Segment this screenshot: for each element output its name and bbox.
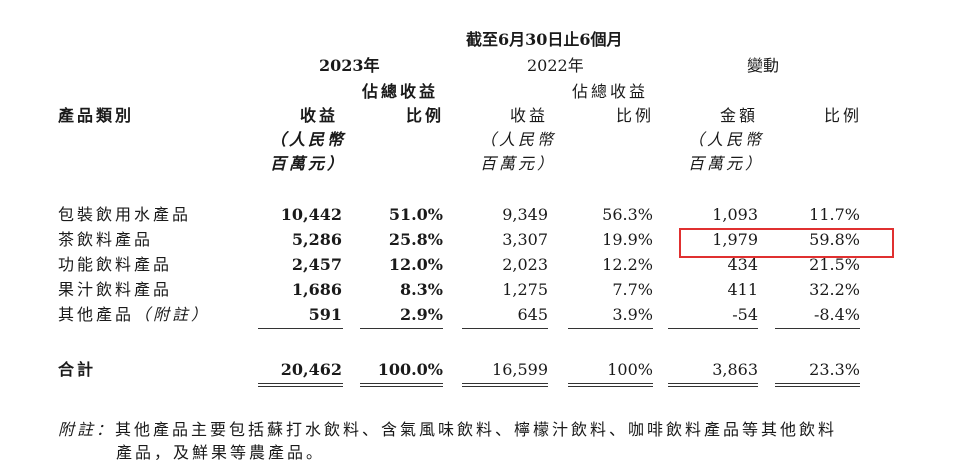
total-pct2023: 100.0% [377,360,443,379]
cell-chg-amt: 434 [727,255,758,274]
cell-chg-pct: 21.5% [809,255,860,274]
year-2022-header: 2022年 [527,56,584,75]
total-name: 合計 [58,360,97,379]
unit-change-line2: 百萬元） [688,154,765,173]
cell-pct2023: 51.0% [388,205,443,224]
total-pct2022: 100% [607,360,653,379]
change-header: 變動 [747,56,780,75]
revenue-2022-header: 收益 [510,106,549,125]
cell-pct2023: 2.9% [399,305,443,324]
category-header: 產品類別 [58,106,135,125]
cell-pct2023: 25.8% [388,230,443,249]
ratio-2022-header: 比例 [616,106,655,125]
note-label: 附註： [58,420,116,439]
row-name: 茶飲料產品 [58,230,154,249]
rule-chg-pct [775,328,860,329]
cell-rev2023: 5,286 [291,230,342,249]
cell-pct2023: 8.3% [399,280,443,299]
total-chg-pct: 23.3% [809,360,860,379]
total-chg-amt: 3,863 [712,360,758,379]
rule-chg-amt [668,328,758,329]
row-name: 其他產品（附註） [58,305,210,325]
row-name-main: 其他產品 [58,305,135,324]
cell-pct2022: 19.9% [602,230,653,249]
ratio-2023-header: 比例 [406,106,445,125]
cell-chg-amt: -54 [732,305,758,324]
unit-2023-line1: （人民幣 [270,130,347,149]
rule-rev2023 [258,328,343,329]
cell-chg-amt: 411 [727,280,758,299]
cell-rev2023: 591 [308,305,342,324]
cell-rev2022: 645 [517,305,548,324]
cell-chg-amt: 1,093 [712,205,758,224]
cell-rev2023: 1,686 [291,280,342,299]
cell-pct2022: 56.3% [602,205,653,224]
cell-rev2022: 1,275 [502,280,548,299]
note-line1: 附註：其他產品主要包括蘇打水飲料、含氣風味飲料、檸檬汁飲料、咖啡飲料產品等其他飲… [58,420,837,440]
double-rule-chg-amt [668,383,758,387]
cell-chg-pct: 32.2% [809,280,860,299]
unit-2022-line2: 百萬元） [480,154,557,173]
cell-rev2022: 3,307 [502,230,548,249]
revenue-2023-header: 收益 [300,106,339,125]
ratio-change-header: 比例 [824,106,863,125]
cell-pct2022: 12.2% [602,255,653,274]
double-rule-pct2023 [360,383,443,387]
rule-rev2022 [462,328,548,329]
double-rule-rev2022 [462,383,548,387]
double-rule-chg-pct [775,383,860,387]
highlight-box [679,228,894,258]
note-line2: 產品，及鮮果等農產品。 [116,443,326,462]
rule-pct2022 [568,328,653,329]
pct-total-header-2022: 佔總收益 [572,82,649,101]
unit-2022-line1: （人民幣 [480,130,557,149]
unit-2023-line2: 百萬元） [270,154,347,173]
row-name: 功能飲料產品 [58,255,173,274]
cell-rev2023: 2,457 [291,255,342,274]
rule-pct2023 [360,328,443,329]
double-rule-rev2023 [258,383,343,387]
cell-pct2022: 7.7% [612,280,653,299]
cell-chg-pct: 11.7% [809,205,860,224]
cell-chg-pct: 59.8% [809,230,860,249]
note-text: 其他產品主要包括蘇打水飲料、含氣風味飲料、檸檬汁飲料、咖啡飲料產品等其他飲料 [115,420,838,439]
row-name: 果汁飲料產品 [58,280,173,299]
unit-change-line1: （人民幣 [688,130,765,149]
cell-pct2022: 3.9% [612,305,653,324]
amount-header: 金額 [720,106,759,125]
cell-pct2023: 12.0% [388,255,443,274]
row-name-note: （附註） [134,305,211,324]
period-header: 截至6月30日止6個月 [466,30,623,49]
pct-total-header-2023: 佔總收益 [362,82,439,101]
row-name: 包裝飲用水產品 [58,205,192,224]
cell-rev2023: 10,442 [280,205,342,224]
total-rev2023: 20,462 [280,360,342,379]
cell-chg-pct: -8.4% [813,305,860,324]
cell-rev2022: 2,023 [502,255,548,274]
cell-chg-amt: 1,979 [712,230,758,249]
double-rule-pct2022 [568,383,653,387]
cell-rev2022: 9,349 [502,205,548,224]
year-2023-header: 2023年 [319,56,380,75]
total-rev2022: 16,599 [492,360,548,379]
